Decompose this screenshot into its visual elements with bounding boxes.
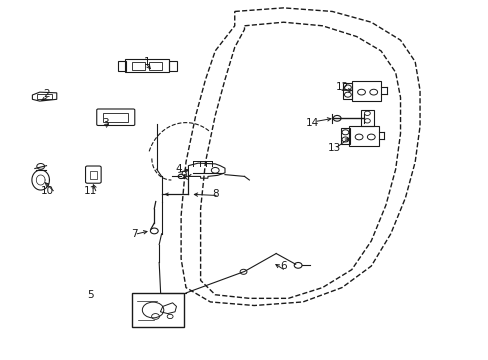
Bar — [90, 171, 97, 179]
Text: 7: 7 — [131, 229, 138, 239]
Bar — [351, 81, 380, 101]
Text: 5: 5 — [87, 290, 94, 300]
Text: 11: 11 — [84, 186, 97, 196]
Bar — [342, 83, 351, 99]
Text: 6: 6 — [280, 261, 286, 271]
Text: 4: 4 — [175, 164, 182, 174]
Text: 8: 8 — [211, 189, 218, 199]
Bar — [118, 60, 125, 71]
Bar — [103, 113, 128, 122]
Text: 14: 14 — [305, 118, 319, 128]
Text: 9: 9 — [180, 171, 186, 181]
Bar — [132, 62, 144, 69]
Bar — [348, 126, 378, 146]
Bar — [360, 111, 373, 126]
Text: 1: 1 — [143, 57, 150, 67]
Bar — [37, 94, 52, 99]
Bar — [340, 128, 349, 144]
Bar — [149, 62, 161, 69]
Text: 12: 12 — [335, 82, 348, 92]
Text: 3: 3 — [102, 118, 109, 128]
Bar — [168, 60, 176, 71]
Bar — [132, 293, 183, 327]
Text: 10: 10 — [41, 186, 54, 196]
Text: 13: 13 — [327, 143, 341, 153]
Text: 2: 2 — [43, 89, 50, 99]
